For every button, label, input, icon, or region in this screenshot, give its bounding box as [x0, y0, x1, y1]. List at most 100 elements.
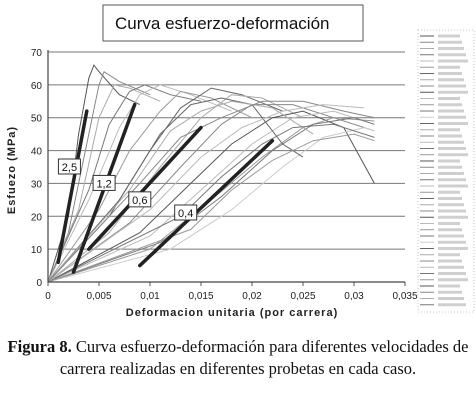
x-tick-label: 0 [45, 291, 51, 302]
legend-entry-text [438, 253, 460, 257]
legend-entry-text [438, 84, 466, 88]
legend-entry-text [438, 147, 466, 150]
legend-entry-text [438, 90, 468, 94]
legend-entry-text [438, 153, 468, 157]
legend-entry-text [438, 215, 468, 219]
series-line-20 [47, 133, 375, 283]
legend-entry-text [438, 247, 468, 250]
x-tick-label: 0,005 [86, 291, 111, 302]
series-line-4 [47, 84, 202, 283]
series-line-5 [47, 84, 232, 283]
legend-entry-text [438, 40, 462, 44]
rate-line-4 [138, 138, 275, 268]
legend-entry-text [438, 284, 460, 288]
grid [48, 51, 405, 250]
axes: 0 10 20 30 40 50 60 70 0 0,005 0,01 0,015 0,02 0,025 0… [31, 48, 418, 302]
legend-entry-text [438, 272, 466, 275]
x-axis-label: Deformacion unitaria (por carrera) [126, 307, 339, 319]
legend-entry-text [438, 34, 460, 38]
legend-entry-text [438, 265, 464, 269]
caption-label: Figura 8. [7, 337, 72, 356]
legend-entry-text [438, 59, 468, 63]
series-line-14 [47, 127, 375, 283]
legend-entry-text [438, 190, 460, 194]
legend-entry-text [438, 53, 466, 57]
series-line-13 [47, 117, 375, 283]
legend-entry-text [438, 240, 466, 244]
series-line-7 [47, 87, 283, 283]
legend-entry-text [438, 165, 462, 169]
series-line-12 [47, 117, 375, 283]
series-group [47, 64, 375, 283]
x-tick-label: 0,01 [140, 291, 160, 302]
legend-entry-text [438, 78, 464, 82]
legend-entry-text [438, 115, 466, 119]
y-tick-label: 30 [31, 179, 43, 190]
legend-entry-text [438, 72, 462, 75]
x-tick-label: 0,03 [344, 291, 364, 302]
chart-title: Curva esfuerzo-deformación [115, 14, 329, 33]
y-tick-label: 20 [31, 212, 43, 223]
legend-entry-text [438, 303, 466, 307]
legend-entry-text [438, 184, 468, 188]
series-line-9 [47, 104, 375, 283]
legend-entry-text [438, 65, 460, 69]
legend-entry-text [438, 109, 464, 113]
series-line-16 [47, 100, 314, 283]
y-tick-label: 0 [36, 278, 42, 289]
series-line-11 [47, 110, 375, 283]
series-line-3 [47, 84, 161, 283]
legend-entry-text [438, 140, 464, 144]
y-tick-label: 40 [31, 147, 43, 158]
legend-entry-text [438, 128, 460, 132]
rate-annotations: 2,5 1,2 0,6 0,4 [56, 102, 275, 274]
rate-line-1 [56, 109, 89, 265]
rate-label-box [174, 204, 198, 221]
series-line-6 [47, 90, 253, 283]
legend-frame [417, 29, 475, 313]
legend-entry-text [438, 103, 462, 107]
series-line-18 [47, 104, 365, 283]
rate-label: 0,4 [178, 208, 193, 220]
legend-entry-text [438, 122, 468, 125]
legend-entry-text [438, 222, 460, 225]
x-tick-label: 0,02 [242, 291, 262, 302]
rate-label-box [128, 191, 152, 208]
rate-line-3 [87, 125, 203, 251]
legend-entry-text [438, 228, 462, 232]
series-line-8 [47, 94, 304, 283]
legend-entry-text [438, 278, 468, 282]
legend-entry-text [438, 97, 460, 100]
legend-entry-text [438, 259, 462, 263]
legend-entry-text [438, 209, 466, 213]
series-line-17 [47, 100, 375, 283]
rate-label-box [92, 174, 116, 191]
legend-entry-text [438, 172, 464, 175]
y-tick-label: 50 [31, 114, 43, 125]
rate-label: 0,6 [132, 195, 147, 207]
x-tick-label: 0,015 [188, 291, 213, 302]
x-tick-label: 0,025 [290, 291, 315, 302]
legend-entry-text [438, 203, 464, 207]
title-box [102, 4, 364, 42]
y-tick-label: 60 [31, 81, 43, 92]
stress-strain-chart: Curva esfuerzo-deformación 2,51,20,60,4 … [6, 4, 475, 319]
rate-label: 2,5 [62, 162, 77, 174]
legend [417, 29, 475, 313]
legend-entry-text [438, 47, 464, 50]
legend-entry-text [438, 178, 466, 182]
figure-caption: Figura 8. Curva esfuerzo-deformación par… [0, 336, 476, 380]
y-tick-label: 70 [31, 48, 43, 59]
y-axis-label: Esfuezo (MPa) [6, 126, 18, 214]
caption-text: Curva esfuerzo-deformación para diferent… [59, 337, 469, 378]
series-line-15 [47, 97, 304, 283]
legend-entry-text [438, 234, 464, 238]
rate-label: 1,2 [96, 178, 111, 190]
legend-entry-text [438, 290, 462, 294]
y-tick-label: 10 [31, 245, 43, 256]
legend-entry-text [438, 134, 462, 138]
series-line-10 [47, 110, 375, 283]
legend-entry-text [438, 197, 462, 200]
rate-label-box [57, 158, 81, 175]
legend-entry-text [438, 297, 464, 300]
